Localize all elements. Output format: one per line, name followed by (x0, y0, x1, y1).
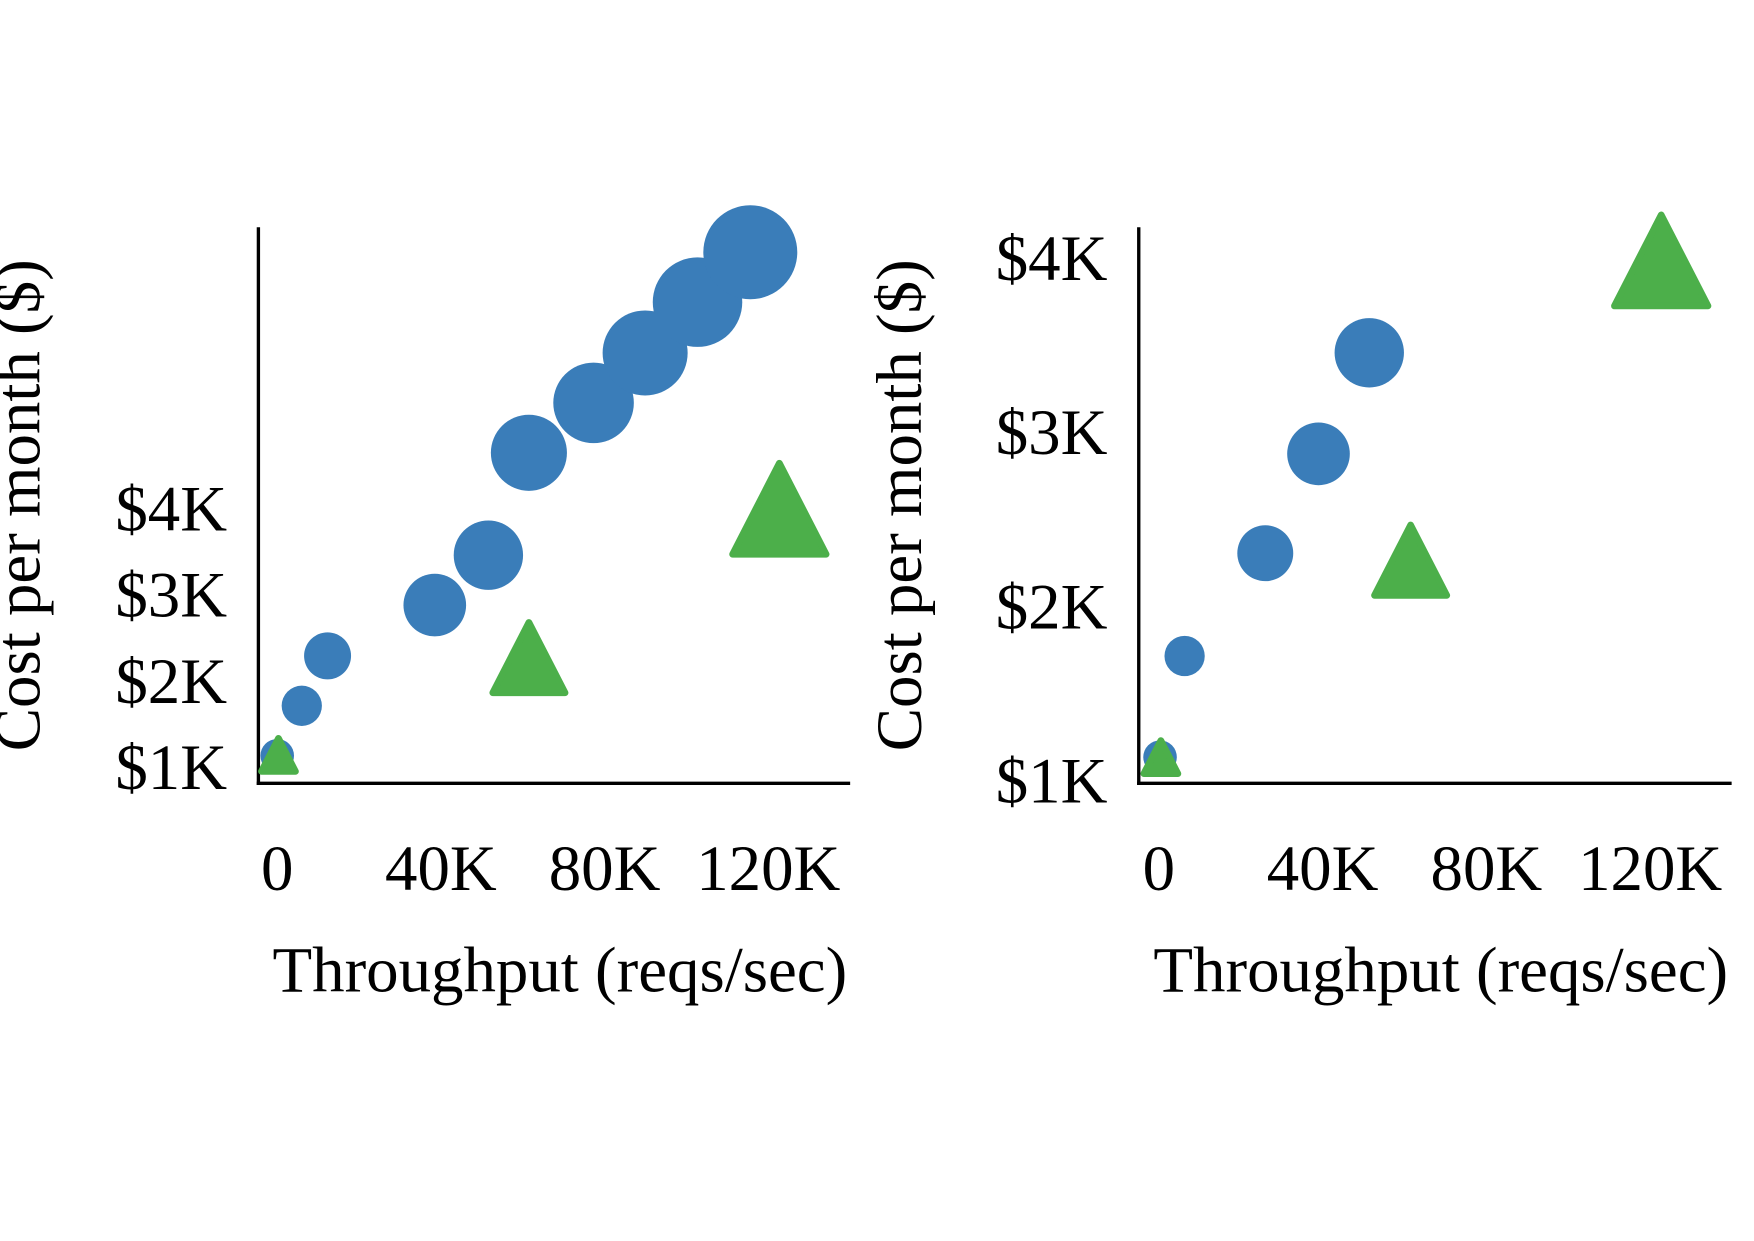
triangle-point (1371, 521, 1451, 599)
triangle-point (489, 619, 569, 697)
circle-point (304, 632, 352, 680)
circle-point (490, 414, 567, 491)
y-axis-label: Cost per month ($) (0, 259, 55, 751)
circle-point (1334, 318, 1404, 388)
x-tick-label: 120K (696, 833, 840, 905)
circle-point (703, 205, 798, 300)
circle-point (553, 362, 634, 444)
y-tick-label: $3K (115, 560, 227, 632)
circle-point (281, 685, 322, 726)
y-axis-label: Cost per month ($) (864, 259, 936, 751)
triangle-point (1140, 737, 1182, 778)
x-tick-label: 40K (385, 833, 497, 905)
x-tick-label: 80K (1431, 833, 1543, 905)
y-tick-label: $2K (996, 571, 1108, 643)
y-tick-label: $2K (115, 646, 227, 718)
y-tick-label: $1K (996, 746, 1108, 818)
x-tick-label: 40K (1267, 833, 1379, 905)
y-tick-label: $1K (115, 732, 227, 804)
x-tick-label: 80K (549, 833, 661, 905)
triangle-point (258, 734, 299, 775)
y-tick-label: $3K (996, 397, 1108, 469)
x-tick-label: 0 (261, 833, 293, 905)
circle-point (1287, 422, 1350, 486)
x-tick-label: 0 (1143, 833, 1175, 905)
x-tick-label: 120K (1578, 833, 1722, 905)
circle-point (1164, 635, 1205, 677)
circle-point (403, 573, 467, 637)
y-tick-label: $4K (115, 474, 227, 546)
y-tick-label: $4K (996, 223, 1108, 295)
x-axis-label: Throughput (reqs/sec) (273, 935, 848, 1007)
circle-point (453, 520, 524, 590)
triangle-point (1611, 211, 1712, 310)
triangle-point (729, 459, 830, 558)
x-axis-label: Throughput (reqs/sec) (1153, 935, 1728, 1007)
circle-point (1237, 525, 1294, 582)
